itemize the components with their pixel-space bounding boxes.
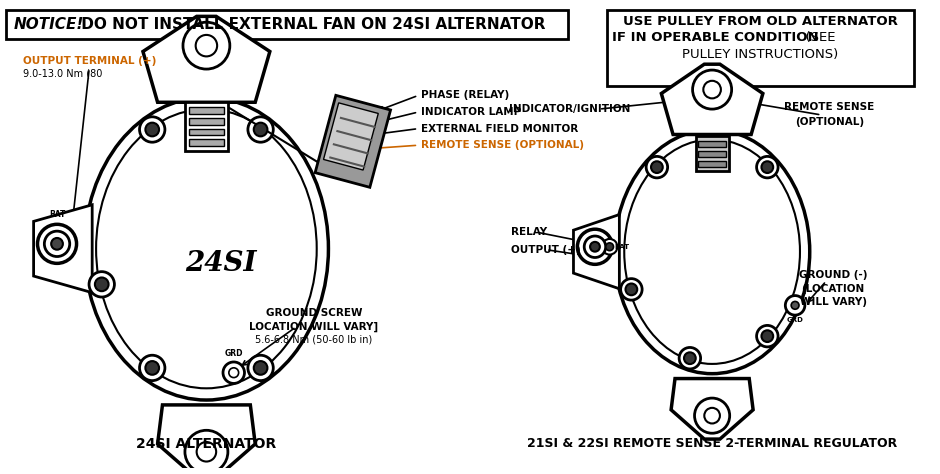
Circle shape (791, 301, 799, 309)
Circle shape (139, 117, 164, 142)
Text: USE PULLEY FROM OLD ALTERNATOR: USE PULLEY FROM OLD ALTERNATOR (622, 15, 898, 28)
Bar (698, 141, 726, 147)
Text: LOCATION WILL VARY]: LOCATION WILL VARY] (249, 322, 379, 332)
Bar (698, 151, 726, 157)
Ellipse shape (96, 109, 317, 388)
Text: REMOTE SENSE: REMOTE SENSE (784, 102, 874, 112)
Text: PULLEY INSTRUCTIONS): PULLEY INSTRUCTIONS) (682, 48, 838, 61)
Polygon shape (143, 17, 270, 102)
Circle shape (651, 161, 663, 173)
Circle shape (248, 355, 274, 381)
Text: (OPTIONAL): (OPTIONAL) (794, 117, 864, 127)
Bar (189, 107, 224, 114)
Bar (696, 137, 728, 171)
Circle shape (38, 224, 76, 264)
Circle shape (146, 361, 159, 375)
Bar (189, 139, 224, 146)
Text: DO NOT INSTALL EXTERNAL FAN ON 24SI ALTERNATOR: DO NOT INSTALL EXTERNAL FAN ON 24SI ALTE… (75, 17, 545, 32)
Circle shape (761, 161, 774, 173)
Circle shape (248, 117, 274, 142)
Text: (SEE: (SEE (797, 31, 836, 45)
Text: PHASE (RELAY): PHASE (RELAY) (421, 91, 509, 100)
Circle shape (44, 231, 70, 256)
Bar (185, 102, 227, 151)
Circle shape (196, 35, 217, 56)
Polygon shape (323, 103, 378, 170)
Text: RELAY: RELAY (511, 227, 547, 237)
Circle shape (51, 238, 63, 250)
Text: EXTERNAL FIELD MONITOR: EXTERNAL FIELD MONITOR (421, 124, 578, 134)
Text: 24SI ALTERNATOR: 24SI ALTERNATOR (136, 437, 276, 451)
Text: (LOCATION: (LOCATION (802, 284, 865, 294)
Polygon shape (315, 95, 390, 187)
Circle shape (95, 277, 108, 291)
Text: INDICATOR LAMP: INDICATOR LAMP (421, 107, 522, 117)
Circle shape (693, 70, 731, 109)
Circle shape (646, 156, 667, 178)
Bar (606, 9, 915, 86)
Circle shape (254, 123, 267, 137)
Circle shape (577, 229, 613, 264)
Text: OUTPUT (+): OUTPUT (+) (511, 245, 581, 255)
Bar (7, 9, 568, 39)
Circle shape (625, 283, 637, 295)
Circle shape (761, 330, 774, 342)
Text: WILL VARY): WILL VARY) (800, 297, 867, 308)
Circle shape (703, 81, 721, 99)
Text: OUTPUT TERMINAL (+): OUTPUT TERMINAL (+) (23, 56, 156, 66)
Text: IF IN OPERABLE CONDITION: IF IN OPERABLE CONDITION (612, 31, 819, 45)
Text: BAT: BAT (49, 210, 65, 219)
Text: GROUND (-): GROUND (-) (799, 270, 868, 280)
Circle shape (196, 442, 216, 462)
Circle shape (89, 272, 115, 297)
Text: GRD: GRD (225, 349, 243, 358)
Polygon shape (662, 64, 763, 135)
Circle shape (620, 279, 642, 300)
Ellipse shape (624, 139, 800, 364)
Circle shape (183, 22, 230, 69)
Polygon shape (671, 379, 753, 439)
Polygon shape (34, 205, 92, 292)
Circle shape (185, 430, 227, 473)
Circle shape (585, 236, 605, 257)
Text: 5.6-6.8 Nm (50-60 lb in): 5.6-6.8 Nm (50-60 lb in) (255, 335, 372, 345)
Circle shape (757, 156, 778, 178)
Ellipse shape (85, 97, 328, 400)
Text: NOTICE!: NOTICE! (14, 17, 85, 32)
Text: REMOTE SENSE (OPTIONAL): REMOTE SENSE (OPTIONAL) (421, 140, 584, 150)
Text: BAT: BAT (615, 244, 630, 250)
Circle shape (254, 361, 267, 375)
Circle shape (223, 362, 244, 383)
Ellipse shape (615, 129, 809, 374)
Polygon shape (573, 215, 619, 289)
Text: 21SI & 22SI REMOTE SENSE 2-TERMINAL REGULATOR: 21SI & 22SI REMOTE SENSE 2-TERMINAL REGU… (527, 438, 898, 450)
Circle shape (605, 243, 614, 251)
Text: 9.0-13.0 Nm (80: 9.0-13.0 Nm (80 (23, 69, 102, 79)
Bar (698, 161, 726, 167)
Circle shape (695, 398, 729, 433)
Circle shape (590, 242, 600, 252)
Circle shape (679, 347, 700, 369)
Polygon shape (158, 405, 256, 474)
Circle shape (139, 355, 164, 381)
Text: GROUND SCREW: GROUND SCREW (265, 308, 362, 318)
Bar (189, 118, 224, 125)
Bar (189, 128, 224, 136)
Circle shape (785, 296, 805, 315)
Text: GRD: GRD (787, 317, 804, 323)
Text: INDICATOR/IGNITION: INDICATOR/IGNITION (509, 104, 631, 114)
Circle shape (684, 352, 696, 364)
Circle shape (704, 408, 720, 423)
Circle shape (757, 326, 778, 347)
Circle shape (228, 368, 239, 378)
Text: 24SI: 24SI (185, 250, 257, 277)
Circle shape (602, 239, 618, 255)
Circle shape (146, 123, 159, 137)
